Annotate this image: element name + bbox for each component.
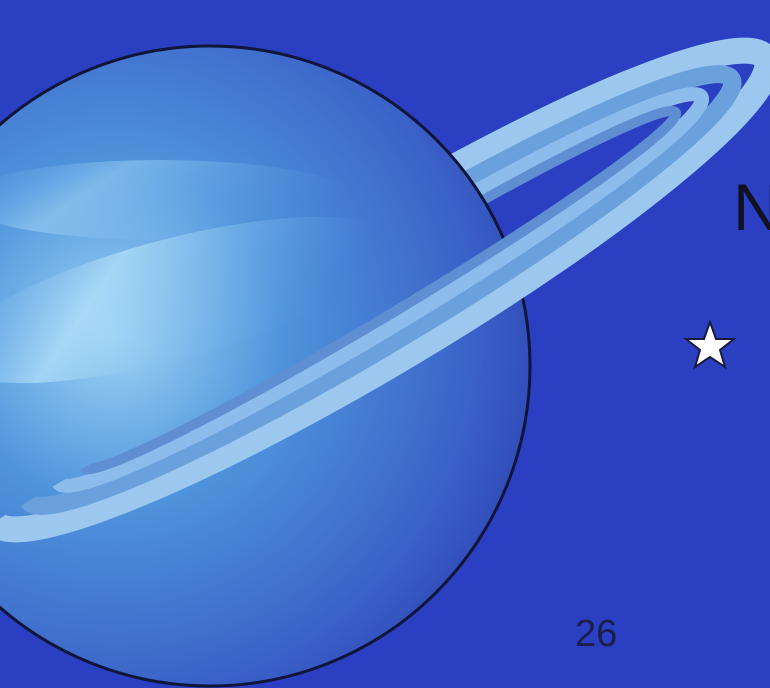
page-number: 26	[575, 613, 617, 655]
planet-bands	[0, 160, 393, 384]
heading-fragment: N	[733, 170, 770, 244]
star	[683, 318, 737, 370]
